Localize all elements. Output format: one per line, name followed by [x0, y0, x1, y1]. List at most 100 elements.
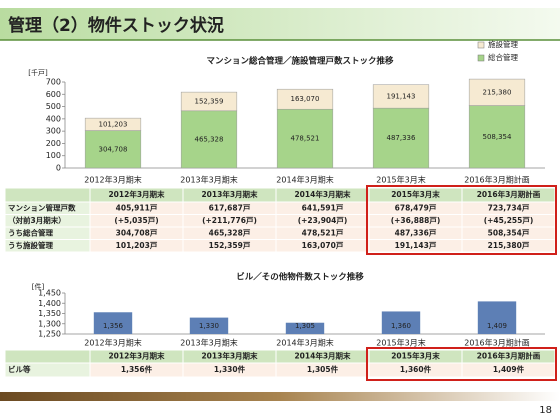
bar [477, 301, 517, 334]
table-value: (+5,035戸) [114, 216, 158, 225]
table-value: 163,070戸 [302, 241, 344, 250]
row-label: （対前3月期末） [8, 215, 66, 225]
y-tick-label: 1,400 [38, 299, 61, 308]
x-tick-label: 2015年3月末 [376, 338, 425, 348]
y-tick-label: 1,450 [38, 289, 61, 298]
table-value: 152,359戸 [209, 241, 251, 250]
page-title: 管理（2）物件ストック状況 [8, 15, 224, 36]
bar [285, 322, 325, 334]
legend-label: 施設管理 [488, 39, 518, 49]
table-value: 617,687戸 [209, 203, 251, 212]
table-header-cell [4, 187, 91, 203]
chart-title: ビル／その他物件数ストック推移 [236, 272, 364, 283]
bar-segment [372, 107, 430, 169]
table-header: 2015年3月末 [391, 189, 440, 199]
row-label: うち施設管理 [8, 240, 53, 250]
table-header: 2012年3月期末 [108, 351, 165, 361]
table-value: 1,356件 [121, 364, 153, 374]
table-value: 304,708戸 [116, 228, 158, 237]
x-tick-label: 2016年3月期計画 [464, 175, 529, 185]
table-value: 1,330件 [214, 364, 246, 374]
table-header-cell [4, 349, 91, 364]
y-tick-label: 200 [46, 139, 61, 148]
y-tick-label: 500 [46, 102, 61, 111]
table-value: 678,479戸 [395, 203, 437, 212]
value-label: 1,330 [199, 322, 219, 330]
bar-segment [276, 88, 334, 110]
table-header: 2012年3月期末 [108, 189, 165, 199]
table-header: 2016年3月期計画 [477, 189, 541, 199]
row-label: ビル等 [8, 364, 31, 374]
table-value: 1,305件 [307, 364, 339, 374]
unit-label: [件] [32, 282, 45, 291]
legend-swatch [477, 54, 485, 62]
bar-segment [468, 78, 526, 106]
x-tick-label: 2012年3月期末 [84, 338, 141, 348]
table-value: 478,521戸 [302, 228, 344, 237]
value-label: 478,521 [291, 135, 320, 143]
table-value: 101,203戸 [116, 241, 158, 250]
bar [381, 311, 421, 334]
y-tick-label: 1,350 [38, 309, 61, 318]
row-label: うち総合管理 [8, 227, 53, 237]
y-tick-label: 100 [46, 151, 61, 160]
row-label: マンション管理戸数 [8, 202, 76, 212]
x-tick-label: 2014年3月期末 [276, 175, 333, 185]
bar-segment [276, 108, 334, 169]
table-value: 465,328戸 [209, 228, 251, 237]
table-header: 2016年3月期計画 [477, 351, 541, 361]
bar-segment [468, 105, 526, 169]
table-header: 2014年3月期末 [294, 351, 351, 361]
table-value: 508,354戸 [488, 228, 530, 237]
value-label: 152,359 [195, 97, 224, 105]
table-value: 487,336戸 [395, 228, 437, 237]
value-label: 508,354 [483, 133, 512, 141]
value-label: 163,070 [291, 95, 320, 103]
value-label: 1,409 [487, 322, 507, 330]
unit-label: [千戸] [28, 68, 48, 77]
bar [93, 312, 133, 334]
bar-segment [84, 117, 142, 131]
footer-band [0, 392, 560, 401]
bar-segment [180, 91, 238, 112]
table-value: (+45,255戸) [484, 216, 534, 225]
y-tick-label: 300 [46, 127, 61, 136]
x-tick-label: 2013年3月期末 [180, 175, 237, 185]
table-value: 1,409件 [493, 364, 525, 374]
y-tick-label: 1,250 [38, 330, 61, 339]
table-value: 641,591戸 [302, 203, 344, 212]
value-label: 1,360 [391, 322, 411, 330]
value-label: 215,380 [483, 88, 512, 96]
value-label: 1,356 [103, 322, 124, 330]
y-tick-label: 600 [46, 90, 61, 99]
value-label: 465,328 [195, 135, 224, 143]
table-header: 2013年3月期末 [201, 351, 258, 361]
bar-segment [372, 84, 430, 109]
chart-title: マンション総合管理／施設管理戸数ストック推移 [206, 56, 394, 67]
x-tick-label: 2012年3月期末 [84, 175, 141, 185]
table-value: 723,734戸 [488, 203, 530, 212]
y-tick-label: 0 [56, 164, 61, 173]
x-tick-label: 2015年3月末 [376, 175, 425, 185]
highlight-box [366, 185, 557, 255]
value-label: 487,336 [387, 134, 416, 142]
highlight-box [366, 347, 557, 381]
table-header: 2013年3月期末 [201, 189, 258, 199]
legend-label: 総合管理 [488, 52, 518, 62]
header-band [0, 8, 560, 40]
table-value: 215,380戸 [488, 241, 530, 250]
x-tick-label: 2016年3月期計画 [464, 338, 529, 348]
legend-swatch [477, 41, 485, 49]
bar [189, 317, 229, 334]
value-label: 191,143 [387, 92, 416, 100]
page-number: 18 [539, 405, 552, 416]
table-value: (+211,776戸) [202, 216, 257, 225]
table-header: 2014年3月期末 [294, 189, 351, 199]
bar-segment [84, 130, 142, 169]
table-value: 191,143戸 [395, 241, 437, 250]
value-label: 1,305 [295, 322, 315, 330]
x-tick-label: 2014年3月期末 [276, 338, 333, 348]
x-tick-label: 2013年3月期末 [180, 338, 237, 348]
y-tick-label: 400 [46, 114, 61, 123]
